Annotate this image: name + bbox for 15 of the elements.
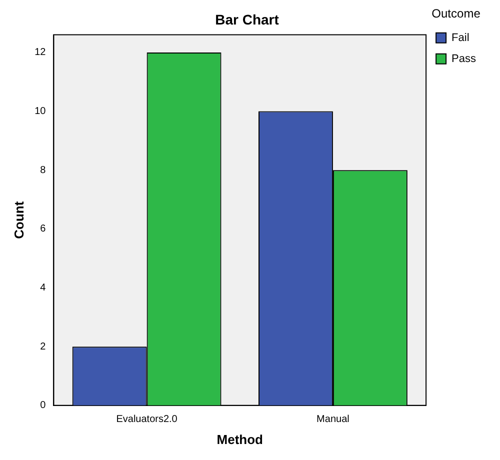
legend-label: Fail: [452, 32, 470, 44]
chart-title: Bar Chart: [215, 11, 280, 28]
y-tick-label: 4: [40, 282, 46, 294]
x-tick-label: Evaluators2.0: [116, 414, 178, 426]
legend-label: Pass: [452, 52, 476, 65]
y-tick-label: 10: [34, 106, 46, 118]
x-tick-label: Manual: [316, 414, 350, 426]
y-tick-label: 8: [40, 164, 46, 176]
y-axis-title: Count: [11, 200, 26, 239]
y-tick-label: 12: [34, 47, 46, 58]
legend-title: Outcome: [432, 6, 481, 20]
y-tick-label: 6: [40, 224, 46, 235]
y-tick-label: 0: [40, 400, 46, 412]
x-axis-title: Method: [216, 432, 264, 447]
y-tick-label: 2: [40, 341, 46, 352]
